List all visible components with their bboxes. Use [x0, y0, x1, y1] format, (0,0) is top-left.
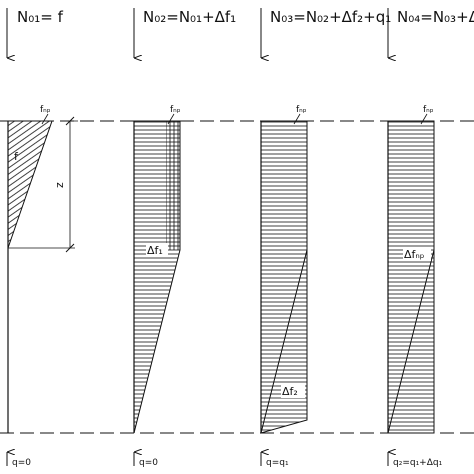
- top-label-fnp-2: fₙₚ: [170, 105, 181, 115]
- bottom-label-2: q=0: [139, 458, 158, 468]
- header-n03: N₀₃=N₀₂+Δf₂+q₁: [270, 8, 391, 26]
- uniform-zone-2: [166, 121, 180, 250]
- fnp-leader-1: [41, 113, 49, 125]
- z-tick-bottom: [65, 243, 75, 253]
- column-4: N₀₄=N₀₃+Δq₁ fₙₚ Δfₙₚ q₂=q₁+Δq₁: [387, 8, 474, 468]
- label-df1: Δf₁: [147, 244, 163, 257]
- column-3: N₀₃=N₀₂+Δf₂+q₁ fₙₚ Δf₂ q=q₁: [260, 8, 391, 468]
- df1-label-bg: [146, 243, 168, 257]
- header-n01: N₀₁= f: [17, 8, 64, 26]
- bottom-label-3: q=q₁: [266, 458, 289, 468]
- fnp-leader-3: [293, 113, 301, 125]
- column-2: N₀₂=N₀₁+Δf₁ fₙₚ Δf₁ q=0: [133, 8, 236, 468]
- fnp-leader-2: [167, 113, 175, 125]
- dfnp-label-bg: [403, 247, 431, 261]
- top-label-fnp-1: fₙₚ: [40, 105, 51, 115]
- z-tick-top: [65, 116, 75, 126]
- stress-block-4: [387, 120, 435, 434]
- compression-zone-1: [7, 120, 53, 249]
- column-1: N₀₁= f z f fₙₚ q=0: [6, 8, 78, 468]
- fnp-leader-4: [420, 113, 428, 125]
- stress-diagonal-4: [387, 249, 435, 434]
- bottom-label-4: q₂=q₁+Δq₁: [393, 458, 443, 468]
- bottom-label-1: q=0: [12, 458, 31, 468]
- label-z: z: [53, 182, 66, 188]
- top-label-fnp-4: fₙₚ: [423, 105, 434, 115]
- label-dfnp: Δfₙₚ: [404, 248, 425, 261]
- stress-diagonal-3: [260, 249, 308, 434]
- header-n02: N₀₂=N₀₁+Δf₁: [143, 8, 236, 26]
- stress-block-3: [260, 120, 308, 434]
- top-label-fnp-3: fₙₚ: [296, 105, 307, 115]
- label-df2: Δf₂: [282, 385, 298, 398]
- df2-label-bg: [281, 384, 305, 398]
- header-n04: N₀₄=N₀₃+Δq₁: [397, 8, 474, 26]
- label-f: f: [14, 150, 19, 163]
